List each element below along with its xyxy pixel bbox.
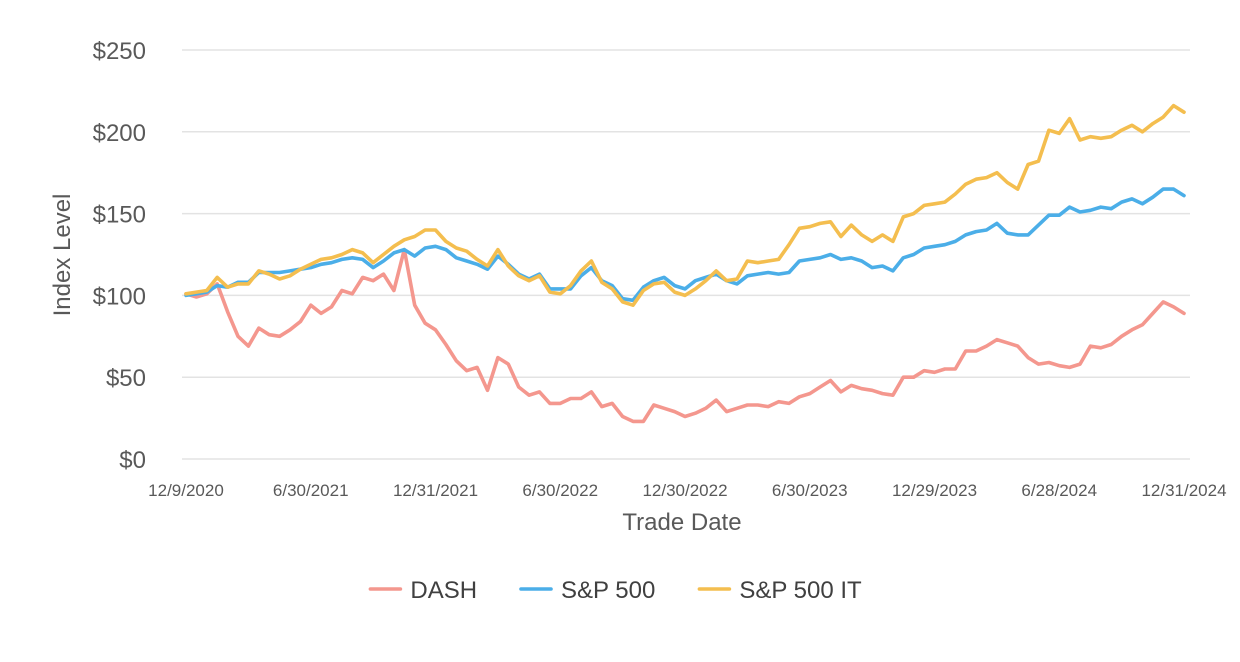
series-lines xyxy=(184,103,1186,424)
series-line-s-p-500 xyxy=(184,187,1186,303)
y-tick-label: $50 xyxy=(106,365,146,392)
y-axis-title: Index Level xyxy=(49,194,76,317)
y-axis-tick-labels: $0 $50 $100 $150 $200 $250 xyxy=(93,38,146,474)
x-tick-label: 6/28/2024 xyxy=(1021,481,1097,500)
x-tick-label: 12/29/2023 xyxy=(892,481,977,500)
y-tick-label: $150 xyxy=(93,202,146,229)
x-tick-label: 12/31/2021 xyxy=(393,481,478,500)
legend-item-dash: DASH xyxy=(368,577,477,604)
y-tick-label: $100 xyxy=(93,283,146,310)
legend-item-s-p-500: S&P 500 xyxy=(519,577,655,604)
x-tick-label: 12/9/2020 xyxy=(148,481,224,500)
series-line-dash xyxy=(184,247,1186,424)
legend-label: S&P 500 IT xyxy=(739,577,862,604)
legend-item-s-p-500-it: S&P 500 IT xyxy=(697,577,862,604)
legend: DASH S&P 500 S&P 500 IT xyxy=(368,577,862,604)
x-tick-label: 6/30/2022 xyxy=(522,481,598,500)
x-tick-label: 12/30/2022 xyxy=(642,481,727,500)
y-tick-label: $0 xyxy=(119,447,146,474)
y-tick-label: $250 xyxy=(93,38,146,65)
legend-label: S&P 500 xyxy=(561,577,655,604)
gridlines xyxy=(182,49,1190,460)
x-tick-label: 6/30/2021 xyxy=(273,481,349,500)
legend-label: DASH xyxy=(410,577,477,604)
x-axis-tick-labels: 12/9/2020 6/30/2021 12/31/2021 6/30/2022 12/… xyxy=(148,481,1226,500)
x-axis-title: Trade Date xyxy=(622,509,741,536)
y-tick-label: $200 xyxy=(93,120,146,147)
x-tick-label: 12/31/2024 xyxy=(1141,481,1226,500)
x-tick-label: 6/30/2023 xyxy=(772,481,848,500)
series-line-s-p-500-it xyxy=(184,103,1186,308)
